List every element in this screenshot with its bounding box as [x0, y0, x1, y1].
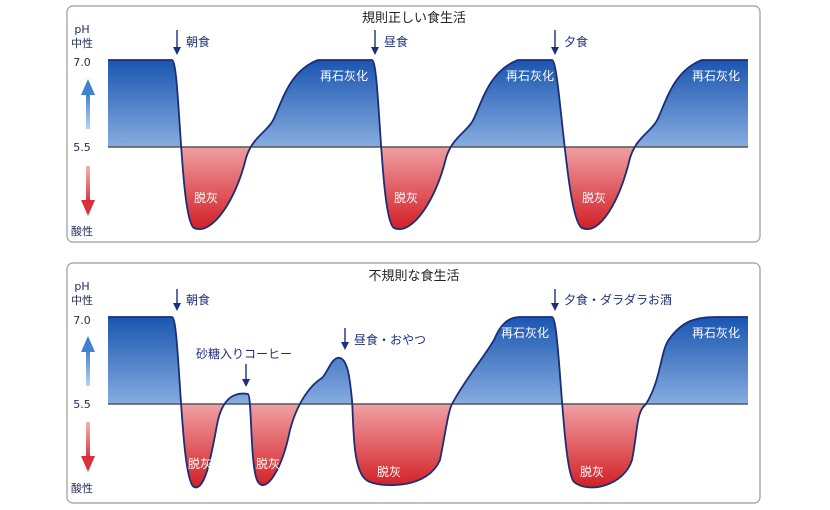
ph55-label: 5.5 [73, 141, 91, 154]
neutral-label: 中性 [71, 36, 93, 50]
ph70-label: 7.0 [73, 314, 91, 327]
ph-label: pH [74, 23, 89, 36]
meal-marker-dinner-alcohol: 夕食・ダラダラお酒 [551, 289, 672, 311]
down-arrow-icon [551, 47, 559, 55]
up-arrow-icon [81, 336, 95, 386]
ph-label: pH [74, 280, 89, 293]
remineralization-label: 再石灰化 [320, 69, 368, 83]
panel-title: 規則正しい食生活 [362, 10, 466, 26]
demineralization-label: 脱灰 [188, 456, 212, 471]
demineralization-label: 脱灰 [394, 190, 418, 205]
meal-marker-lunch: 昼食 [371, 30, 408, 55]
ph-curve [108, 59, 748, 231]
down-arrow-icon [242, 379, 250, 387]
remineralization-area [108, 60, 748, 147]
remineralization-label: 再石灰化 [692, 326, 740, 340]
meal-marker-sugar-coffee: 砂糖入りコーヒー [196, 346, 292, 387]
remineralization-area [108, 317, 748, 404]
meal-marker-lunch-snack: 昼食・おやつ [341, 328, 426, 350]
panel-title: 不規則な食生活 [368, 268, 459, 284]
svg-text:砂糖入りコーヒー: 砂糖入りコーヒー [196, 346, 292, 361]
down-arrow-icon [81, 166, 95, 216]
svg-text:朝食: 朝食 [186, 292, 210, 307]
acidic-label: 酸性 [71, 481, 93, 495]
down-arrow-icon [173, 303, 181, 311]
meal-marker-dinner: 夕食 [551, 30, 588, 55]
svg-text:朝食: 朝食 [186, 34, 210, 49]
remineralization-label: 再石灰化 [692, 69, 740, 83]
svg-text:夕食: 夕食 [564, 34, 588, 49]
neutral-label: 中性 [71, 293, 93, 307]
demineralization-label: 脱灰 [194, 190, 218, 205]
demineralization-label: 脱灰 [377, 464, 401, 479]
down-arrow-icon [173, 47, 181, 55]
panel-irregular-diet: 不規則な食生活 pH 中性 7.0 5.5 酸性 朝食 砂糖入りコーヒー [66, 262, 761, 504]
meal-marker-breakfast: 朝食 [173, 30, 210, 55]
down-arrow-icon [341, 342, 349, 350]
up-arrow-icon [81, 79, 95, 129]
down-arrow-icon [371, 47, 379, 55]
ph-curve [108, 316, 748, 489]
demineralization-area [108, 404, 748, 488]
panel-regular-diet: 規則正しい食生活 pH 中性 7.0 5.5 酸性 朝食 [66, 5, 761, 243]
svg-text:夕食・ダラダラお酒: 夕食・ダラダラお酒 [564, 292, 672, 307]
ph70-label: 7.0 [73, 56, 91, 69]
demineralization-label: 脱灰 [256, 456, 280, 471]
meal-marker-breakfast: 朝食 [173, 289, 210, 311]
demineralization-label: 脱灰 [580, 464, 604, 479]
demineralization-area [108, 147, 748, 230]
down-arrow-icon [551, 303, 559, 311]
demineralization-label: 脱灰 [582, 190, 606, 205]
remineralization-label: 再石灰化 [506, 69, 554, 83]
down-arrow-icon [81, 422, 95, 472]
acidic-label: 酸性 [71, 224, 93, 238]
ph55-label: 5.5 [73, 398, 91, 411]
svg-text:昼食・おやつ: 昼食・おやつ [354, 332, 426, 347]
remineralization-label: 再石灰化 [501, 326, 549, 340]
svg-text:昼食: 昼食 [384, 34, 408, 49]
